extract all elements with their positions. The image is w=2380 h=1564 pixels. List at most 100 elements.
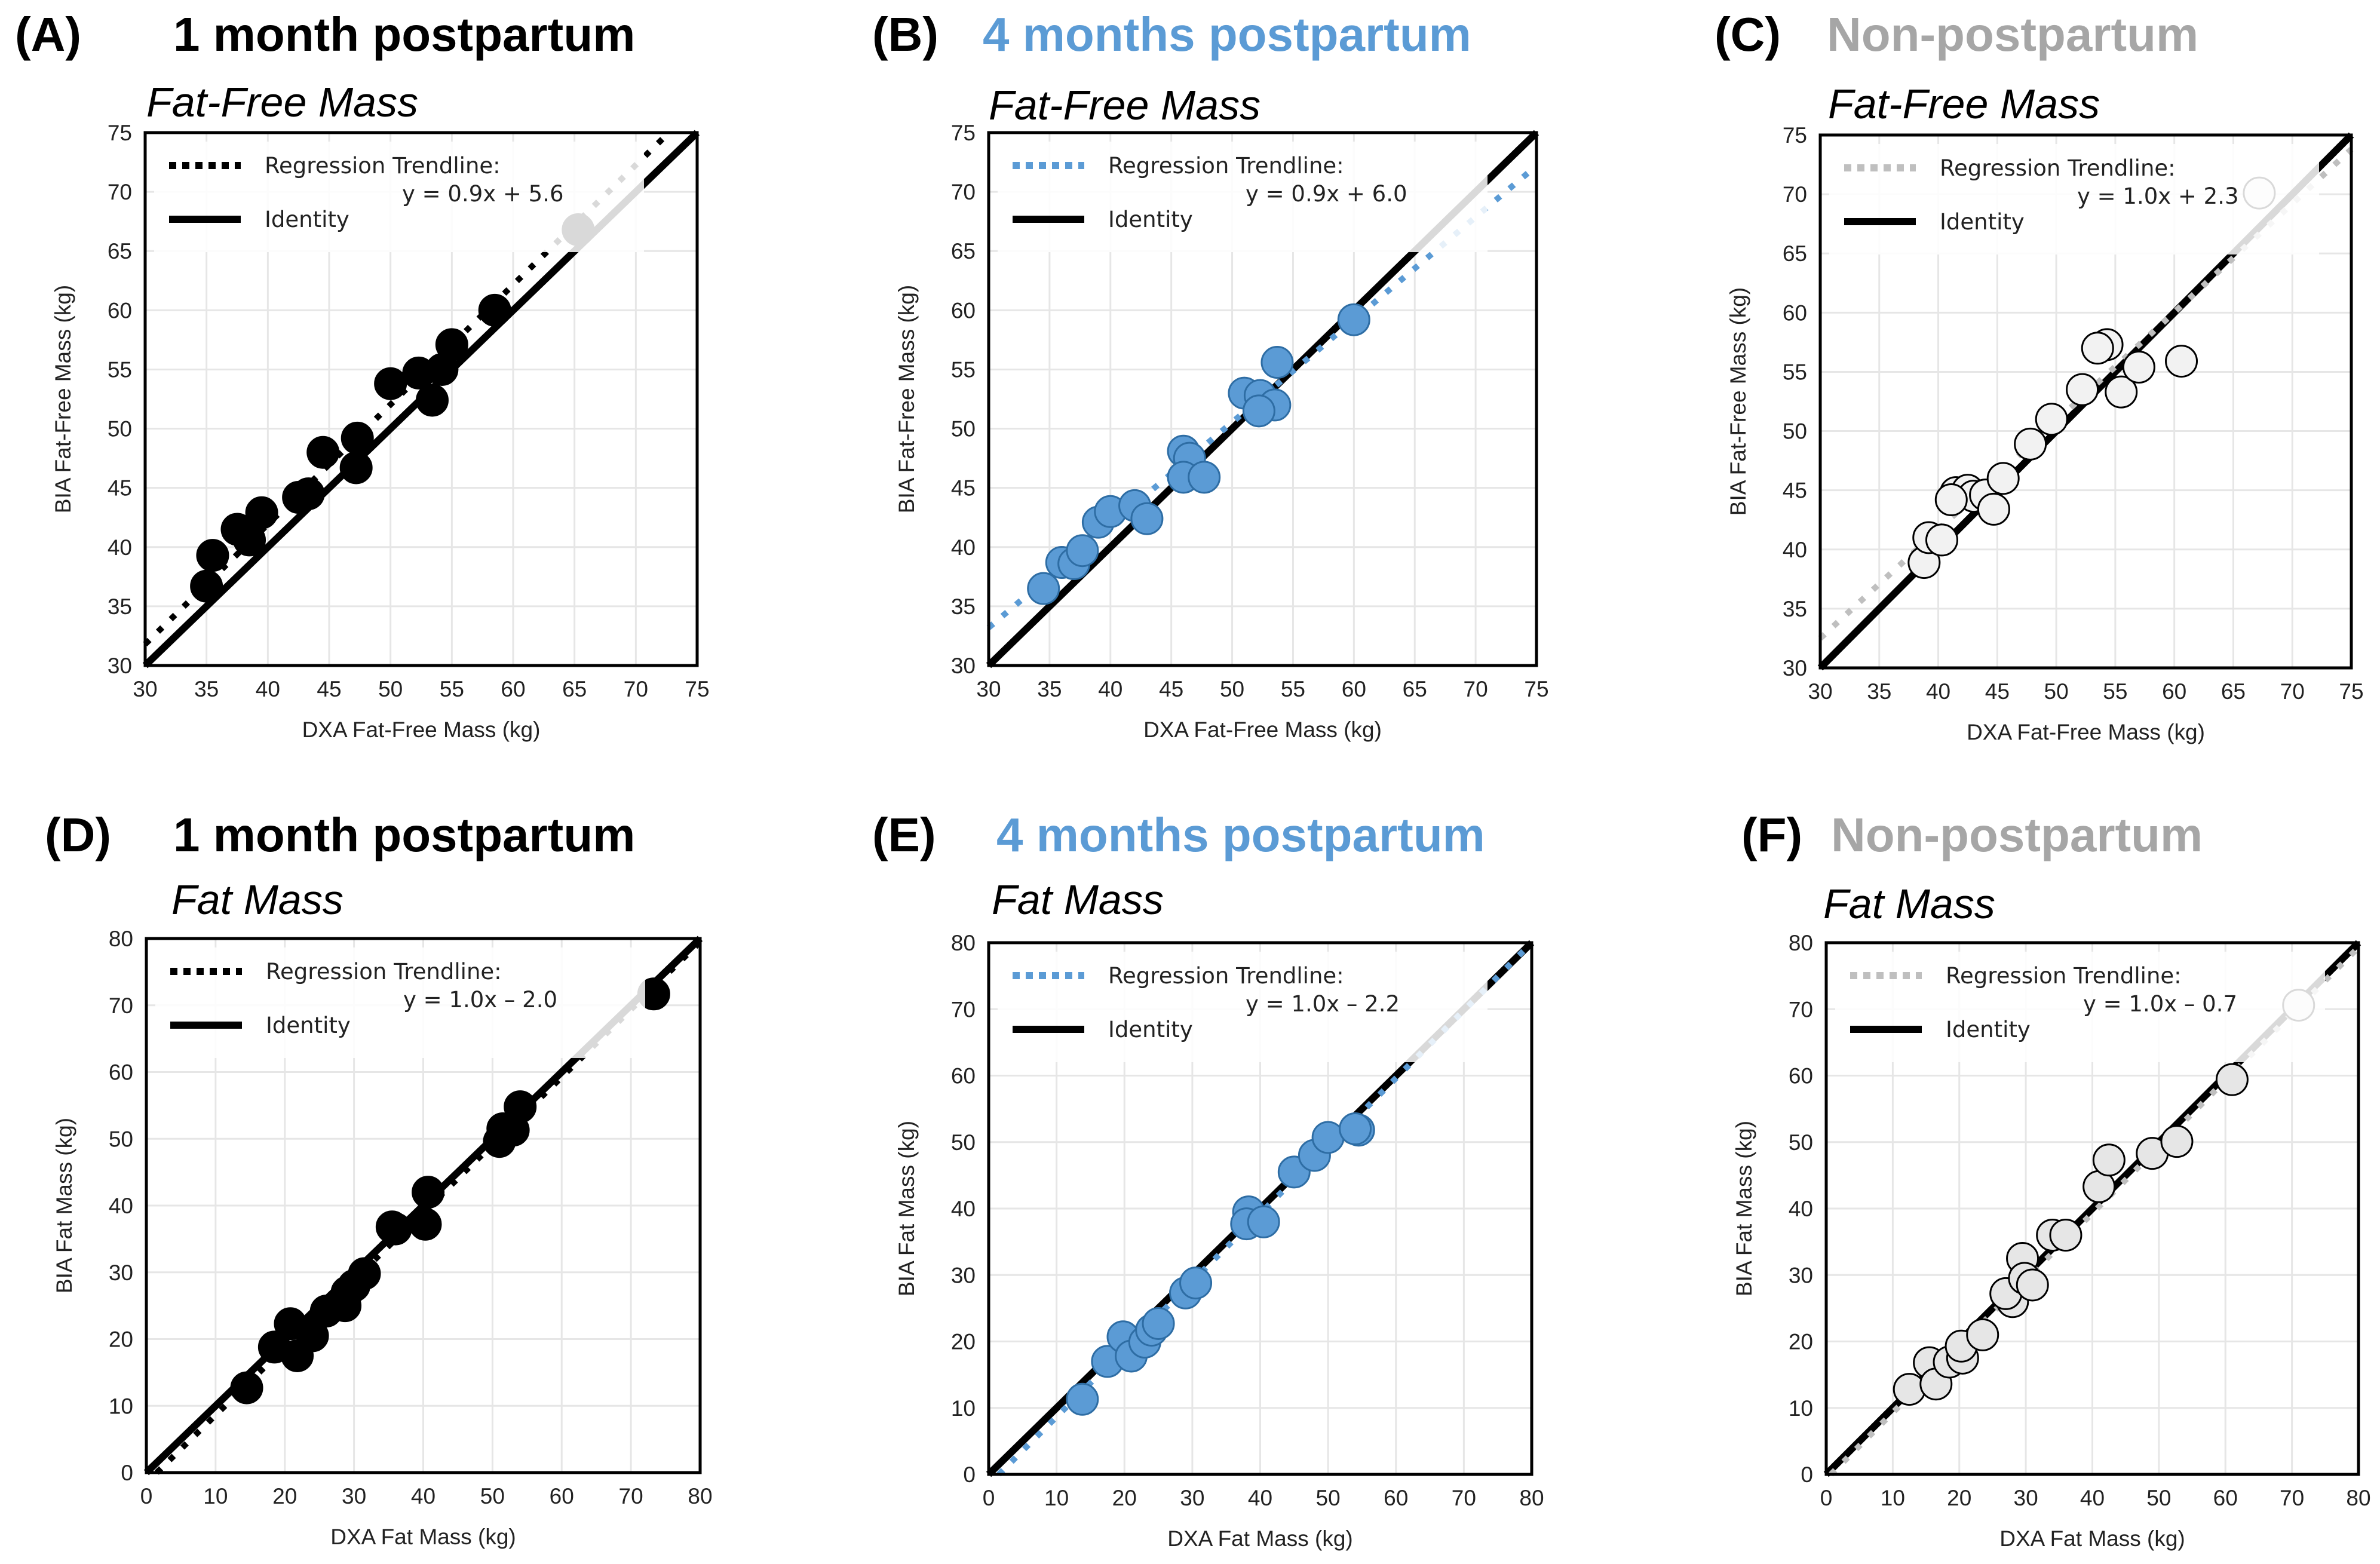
panel-label: (D) [45,808,111,861]
y-tick-label: 50 [951,1130,976,1155]
panel-title: 1 month postpartum [173,8,635,61]
data-point [2066,373,2099,406]
y-tick-label: 40 [1783,538,1807,562]
x-tick-label: 50 [2044,679,2069,704]
data-point [2081,332,2114,365]
panel-title: Non-postpartum [1827,8,2198,61]
plot-frame [143,131,699,667]
y-tick-label: 65 [951,239,976,263]
x-tick-label: 60 [2162,679,2186,704]
x-tick-label: 45 [317,677,341,701]
data-point [1179,1266,1213,1300]
legend-equation: y = 0.9x + 5.6 [402,181,564,207]
y-tick-label: 20 [1789,1330,1813,1354]
y-tick-label: 30 [1789,1263,1813,1287]
x-tick-label: 0 [140,1484,153,1508]
x-tick-label: 30 [1808,679,1832,704]
plot-frame [987,941,1533,1476]
y-tick-label: 60 [108,298,132,323]
data-point [296,1319,329,1353]
legend-trend-label: Regression Trendline: [266,959,502,985]
data-point [1066,534,1099,568]
panel-title: 4 months postpartum [983,8,1471,61]
y-tick-label: 75 [1783,123,1807,148]
x-axis-label: DXA Fat Mass (kg) [1999,1526,2185,1551]
x-tick-label: 40 [1926,679,1950,704]
data-point [1260,346,1294,379]
panel-subtitle: Fat-Free Mass [1828,81,2100,127]
y-tick-label: 55 [1783,360,1807,384]
y-tick-label: 75 [108,121,132,145]
panel-subtitle: Fat-Free Mass [989,82,1260,128]
legend-background [998,952,1488,1062]
y-tick-label: 50 [108,417,132,441]
legend-equation: y = 1.0x – 0.7 [2083,991,2237,1017]
data-point [478,293,511,327]
panel-d: (D) 1 month postpartum Fat Mass 00 10 10 20 20 3… [45,808,713,1549]
x-tick-label: 60 [2213,1486,2238,1510]
legend-identity-label: Identity [1946,1017,2031,1042]
data-point [1311,1121,1345,1154]
data-point [2122,351,2155,384]
x-tick-label: 70 [624,677,648,701]
legend-identity-label: Identity [265,207,349,232]
y-tick-label: 30 [108,654,132,678]
y-axis-label: BIA Fat Mass (kg) [894,1121,919,1296]
x-axis-label: DXA Fat Mass (kg) [1167,1526,1352,1551]
legend-identity-label: Identity [1108,1017,1193,1042]
panel-subtitle: Fat Mass [171,876,343,923]
panel-f: (F) Non-postpartum Fat Mass 00 10 10 20 20 30 30 4… [1732,808,2371,1551]
data-point [2016,1268,2049,1302]
y-tick-label: 55 [951,357,976,382]
panel-subtitle: Fat Mass [1823,881,1995,927]
y-tick-label: 70 [951,180,976,204]
legend-trend-label: Regression Trendline: [1940,155,2176,181]
y-tick-label: 80 [109,927,133,951]
data-point [412,1176,445,1209]
x-axis-label: DXA Fat-Free Mass (kg) [1967,720,2205,744]
x-tick-label: 40 [1098,677,1122,701]
x-axis-label: DXA Fat-Free Mass (kg) [302,717,541,742]
data-point [1188,461,1221,494]
x-tick-label: 50 [378,677,403,701]
x-tick-label: 40 [1248,1486,1272,1510]
x-tick-label: 0 [983,1486,995,1510]
data-point [1027,572,1060,605]
y-tick-label: 40 [951,535,976,560]
x-tick-label: 50 [2146,1486,2171,1510]
y-tick-label: 40 [108,535,132,560]
x-tick-label: 60 [1384,1486,1408,1510]
x-tick-label: 50 [1316,1486,1341,1510]
data-point [504,1090,537,1124]
y-tick-label: 30 [951,654,976,678]
y-axis-label: BIA Fat-Free Mass (kg) [1726,287,1750,516]
x-tick-label: 30 [1180,1486,1204,1510]
x-tick-label: 80 [1519,1486,1544,1510]
panel-title: Non-postpartum [1831,808,2203,861]
plot-frame [987,131,1538,667]
y-tick-label: 70 [109,993,133,1018]
y-tick-label: 70 [1789,997,1813,1022]
x-tick-label: 20 [1112,1486,1137,1510]
y-tick-label: 60 [951,1064,976,1088]
panel-label: (A) [15,8,81,61]
x-tick-label: 60 [501,677,525,701]
data-point [339,451,373,484]
data-point [190,569,223,603]
x-tick-label: 55 [440,677,464,701]
x-tick-label: 10 [1044,1486,1069,1510]
y-tick-label: 65 [108,239,132,263]
x-tick-label: 70 [2280,1486,2304,1510]
x-tick-label: 0 [1820,1486,1833,1510]
y-tick-label: 75 [951,121,976,145]
y-tick-label: 70 [951,997,976,1022]
y-tick-label: 70 [1783,182,1807,207]
y-tick-label: 35 [951,594,976,619]
y-tick-label: 30 [951,1263,976,1287]
x-tick-label: 50 [1220,677,1244,701]
y-tick-label: 80 [951,931,976,955]
x-tick-label: 45 [1159,677,1183,701]
x-tick-label: 75 [685,677,709,701]
panel-label: (C) [1715,8,1781,61]
